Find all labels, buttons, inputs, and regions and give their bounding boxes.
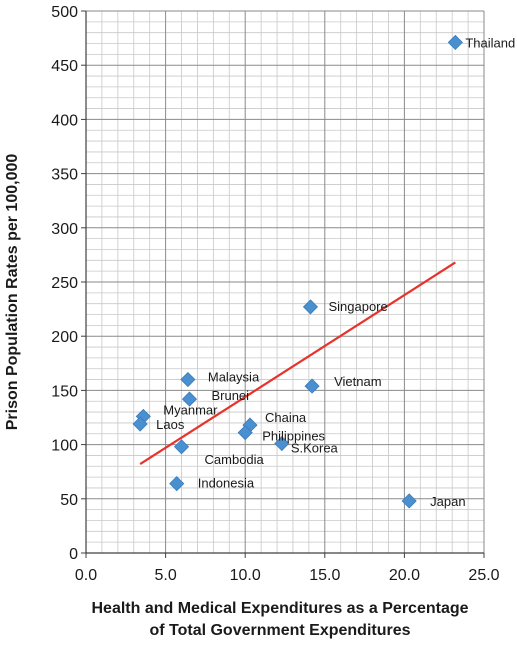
- data-label-cambodia: Cambodia: [205, 452, 265, 467]
- data-label-brunei: Brunei: [211, 388, 249, 403]
- x-tick-label: 25.0: [468, 567, 499, 584]
- data-label-malaysia: Malaysia: [208, 370, 260, 385]
- data-point-japan: [401, 493, 417, 509]
- data-label-chaina: Chaina: [265, 410, 307, 425]
- data-point-cambodia: [173, 439, 190, 455]
- trendline-layer: [139, 261, 456, 466]
- y-axis-title-text: Prison Population Rates per 100,000: [4, 153, 21, 431]
- data-point-brunei: [181, 391, 198, 407]
- grid-layer: [86, 10, 484, 553]
- y-tick-label: 100: [51, 438, 78, 455]
- y-tick-label: 300: [51, 221, 78, 238]
- x-tick-label: 20.0: [389, 567, 420, 584]
- x-axis-title-line-1: Health and Medical Expenditures as a Per…: [91, 600, 469, 617]
- data-point-singapore: [302, 299, 319, 315]
- y-tick-label: 200: [51, 329, 78, 346]
- data-label-vietnam: Vietnam: [334, 374, 381, 389]
- data-point-malaysia: [180, 371, 196, 388]
- data-point-indonesia: [169, 476, 185, 492]
- y-tick-label: 50: [60, 492, 78, 509]
- x-tick-label: 0.0: [75, 567, 97, 584]
- tick-labels: 0 50 100 150 200 250 300 350 400 450 500 0.0 5.0 10.0…: [51, 4, 499, 584]
- point-labels: Thailand Singapore Vietnam Malaysia BruneiMy…: [156, 35, 515, 509]
- data-point-vietnam: [304, 378, 320, 394]
- y-tick-label: 250: [51, 275, 78, 292]
- data-label-laos: Laos: [156, 417, 185, 432]
- data-label-indonesia: Indonesia: [198, 476, 255, 491]
- data-point-laos: [132, 416, 148, 432]
- data-label-thailand: Thailand: [465, 35, 515, 50]
- x-tick-label: 15.0: [309, 567, 340, 584]
- y-tick-label: 0: [69, 546, 78, 563]
- data-point-thailand: [447, 34, 463, 51]
- y-tick-label: 150: [51, 383, 78, 400]
- axis-layer: [81, 10, 485, 558]
- x-tick-label: 5.0: [154, 567, 176, 584]
- data-label-myanmar: Myanmar: [163, 402, 218, 417]
- data-points: [132, 34, 463, 509]
- data-label-singapore: Singapore: [328, 299, 387, 314]
- data-label-skorea: S.Korea: [291, 441, 339, 456]
- data-point-philippines: [237, 425, 253, 441]
- x-tick-label: 10.0: [230, 567, 261, 584]
- y-tick-label: 400: [51, 112, 78, 129]
- data-point-skorea: [274, 435, 290, 452]
- data-label-philippines: Philippines: [262, 429, 325, 444]
- y-tick-label: 450: [51, 58, 78, 75]
- trendline: [139, 261, 456, 466]
- y-tick-label: 500: [51, 4, 78, 21]
- x-axis-title-line-2: of Total Government Expenditures: [149, 622, 411, 639]
- y-tick-label: 350: [51, 167, 78, 184]
- data-label-japan: Japan: [430, 494, 465, 509]
